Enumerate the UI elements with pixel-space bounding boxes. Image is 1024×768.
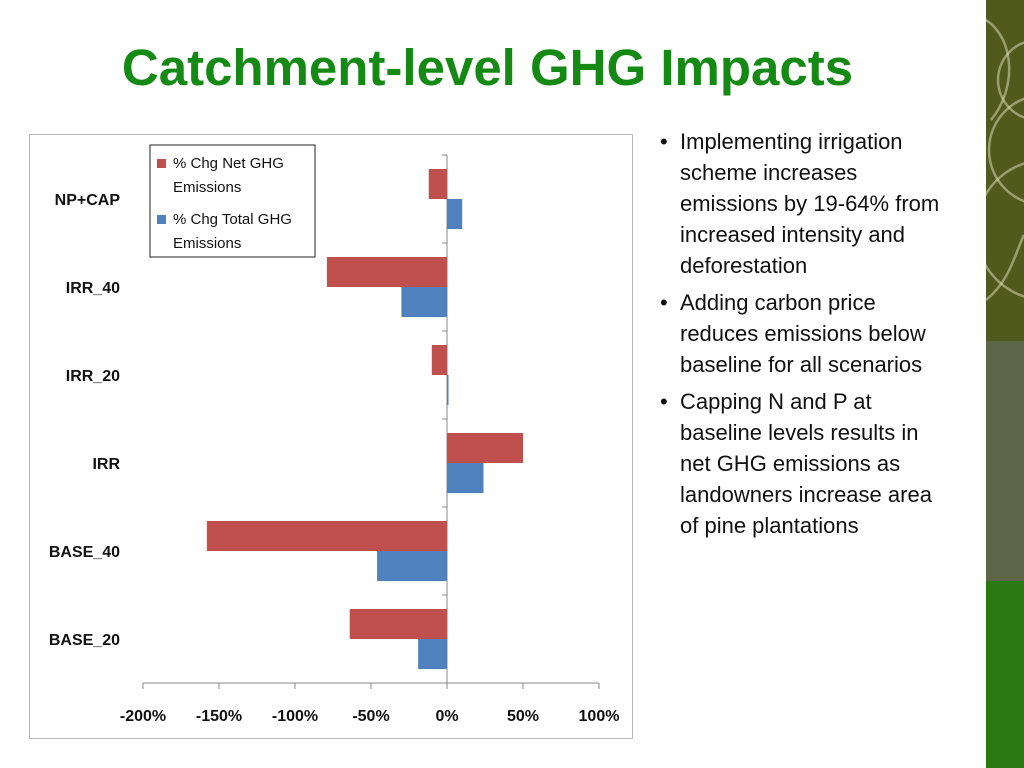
bullet-text: Capping N and P at baseline levels resul…	[680, 389, 932, 538]
slide-title: Catchment-level GHG Impacts	[121, 39, 854, 96]
bullet-text: Implementing irrigation scheme increases…	[680, 129, 940, 278]
legend-swatch	[157, 215, 166, 224]
legend-label: Emissions	[173, 179, 241, 196]
bar-chart: -200% -150% -100% -50% 0% 50% 100% NP+CAP IRR_40…	[49, 144, 620, 725]
category-label: NP+CAP	[55, 192, 121, 209]
category-label: BASE_40	[49, 544, 120, 561]
category-label: IRR_20	[66, 368, 120, 385]
bullet-text: Adding carbon price reduces emissions be…	[680, 290, 926, 377]
chart-area: -200% -150% -100% -50% 0% 50% 100% NP+CAP IRR_40…	[29, 134, 633, 739]
bar-net-ghg	[431, 345, 447, 375]
category-label: BASE_20	[49, 632, 120, 649]
bullet-glyph: •	[660, 389, 668, 414]
bar-net-ghg	[326, 257, 447, 287]
legend-label: Emissions	[173, 235, 241, 252]
bullet-item: • Capping N and P at baseline levels res…	[658, 386, 948, 541]
category-label: IRR_40	[66, 280, 120, 297]
bar-net-ghg	[349, 609, 447, 639]
bar-net-ghg	[206, 521, 447, 551]
x-tick-label: -150%	[196, 708, 242, 725]
bar-total-ghg	[377, 551, 447, 581]
bar-total-ghg	[447, 199, 463, 229]
bar-total-ghg	[418, 639, 447, 669]
bullet-glyph: •	[660, 129, 668, 154]
swirl-decoration-icon	[986, 18, 1024, 301]
decorative-strip-top	[986, 0, 1024, 341]
bar-net-ghg	[428, 169, 447, 199]
x-tick-label: 0%	[435, 708, 458, 725]
bar-total-ghg	[447, 375, 449, 405]
bullet-item: • Implementing irrigation scheme increas…	[658, 126, 948, 281]
category-label: IRR	[92, 456, 120, 473]
bar-total-ghg	[447, 463, 484, 493]
decorative-strip-middle	[986, 341, 1024, 581]
legend-box	[149, 144, 316, 258]
bar-total-ghg	[401, 287, 447, 317]
x-tick-label: -100%	[272, 708, 318, 725]
x-tick-label: -50%	[352, 708, 389, 725]
legend-label: % Chg Total GHG	[173, 211, 292, 228]
x-tick-label: 100%	[579, 708, 620, 725]
decorative-strip-bottom	[986, 581, 1024, 768]
bar-net-ghg	[447, 433, 523, 463]
bullet-list: • Implementing irrigation scheme increas…	[658, 126, 948, 547]
legend-swatch	[157, 159, 166, 168]
x-tick-label: -200%	[120, 708, 166, 725]
x-tick-label: 50%	[507, 708, 539, 725]
bullet-glyph: •	[660, 290, 668, 315]
bullet-item: • Adding carbon price reduces emissions …	[658, 287, 948, 380]
legend-label: % Chg Net GHG	[173, 155, 284, 172]
